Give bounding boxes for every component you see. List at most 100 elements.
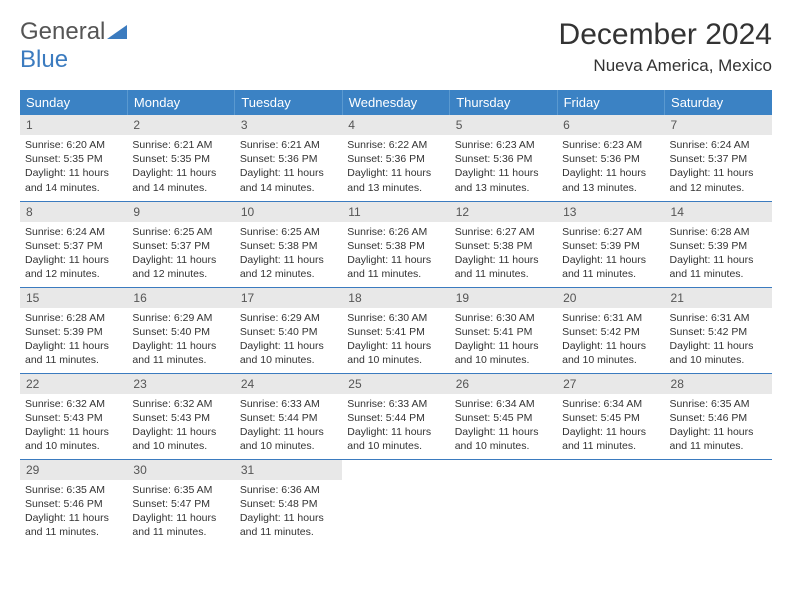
- sunrise-line: Sunrise: 6:29 AM: [240, 311, 337, 325]
- day-number: 13: [557, 202, 664, 222]
- day-body: Sunrise: 6:25 AMSunset: 5:38 PMDaylight:…: [235, 222, 342, 287]
- weekday-header: Thursday: [450, 90, 557, 115]
- day-body: Sunrise: 6:21 AMSunset: 5:35 PMDaylight:…: [127, 135, 234, 200]
- sunrise-line: Sunrise: 6:30 AM: [347, 311, 444, 325]
- sunrise-line: Sunrise: 6:21 AM: [240, 138, 337, 152]
- day-number: 29: [20, 460, 127, 480]
- calendar-day-cell: 6Sunrise: 6:23 AMSunset: 5:36 PMDaylight…: [557, 115, 664, 201]
- day-number: 7: [665, 115, 772, 135]
- calendar-day-cell: 15Sunrise: 6:28 AMSunset: 5:39 PMDayligh…: [20, 287, 127, 373]
- sunrise-line: Sunrise: 6:25 AM: [132, 225, 229, 239]
- daylight-line: Daylight: 11 hours and 11 minutes.: [132, 339, 229, 367]
- daylight-line: Daylight: 11 hours and 13 minutes.: [562, 166, 659, 194]
- calendar-day-cell: 28Sunrise: 6:35 AMSunset: 5:46 PMDayligh…: [665, 373, 772, 459]
- location: Nueva America, Mexico: [559, 56, 772, 76]
- weekday-header: Friday: [557, 90, 664, 115]
- daylight-line: Daylight: 11 hours and 10 minutes.: [132, 425, 229, 453]
- calendar-day-cell: 18Sunrise: 6:30 AMSunset: 5:41 PMDayligh…: [342, 287, 449, 373]
- calendar-day-cell: [557, 459, 664, 545]
- day-number: 26: [450, 374, 557, 394]
- sunset-line: Sunset: 5:41 PM: [455, 325, 552, 339]
- day-body: Sunrise: 6:28 AMSunset: 5:39 PMDaylight:…: [665, 222, 772, 287]
- logo-text-blue: Blue: [20, 46, 68, 73]
- sunset-line: Sunset: 5:40 PM: [132, 325, 229, 339]
- calendar-week-row: 22Sunrise: 6:32 AMSunset: 5:43 PMDayligh…: [20, 373, 772, 459]
- sunrise-line: Sunrise: 6:32 AM: [132, 397, 229, 411]
- calendar-day-cell: 31Sunrise: 6:36 AMSunset: 5:48 PMDayligh…: [235, 459, 342, 545]
- header: General Blue December 2024 Nueva America…: [20, 18, 772, 76]
- sunset-line: Sunset: 5:46 PM: [25, 497, 122, 511]
- day-number: 27: [557, 374, 664, 394]
- day-body: Sunrise: 6:34 AMSunset: 5:45 PMDaylight:…: [557, 394, 664, 459]
- sunrise-line: Sunrise: 6:28 AM: [25, 311, 122, 325]
- daylight-line: Daylight: 11 hours and 11 minutes.: [25, 339, 122, 367]
- sunrise-line: Sunrise: 6:28 AM: [670, 225, 767, 239]
- sunrise-line: Sunrise: 6:36 AM: [240, 483, 337, 497]
- calendar-day-cell: 29Sunrise: 6:35 AMSunset: 5:46 PMDayligh…: [20, 459, 127, 545]
- daylight-line: Daylight: 11 hours and 11 minutes.: [347, 253, 444, 281]
- logo: General Blue: [20, 18, 127, 74]
- daylight-line: Daylight: 11 hours and 11 minutes.: [25, 511, 122, 539]
- sunrise-line: Sunrise: 6:22 AM: [347, 138, 444, 152]
- calendar-day-cell: 13Sunrise: 6:27 AMSunset: 5:39 PMDayligh…: [557, 201, 664, 287]
- weekday-header-row: SundayMondayTuesdayWednesdayThursdayFrid…: [20, 90, 772, 115]
- sunset-line: Sunset: 5:44 PM: [347, 411, 444, 425]
- calendar-day-cell: 20Sunrise: 6:31 AMSunset: 5:42 PMDayligh…: [557, 287, 664, 373]
- daylight-line: Daylight: 11 hours and 10 minutes.: [562, 339, 659, 367]
- calendar-day-cell: 30Sunrise: 6:35 AMSunset: 5:47 PMDayligh…: [127, 459, 234, 545]
- logo-triangle-icon: [107, 23, 127, 39]
- day-body: Sunrise: 6:30 AMSunset: 5:41 PMDaylight:…: [450, 308, 557, 373]
- sunset-line: Sunset: 5:42 PM: [562, 325, 659, 339]
- daylight-line: Daylight: 11 hours and 11 minutes.: [132, 511, 229, 539]
- day-number: 1: [20, 115, 127, 135]
- day-body: Sunrise: 6:31 AMSunset: 5:42 PMDaylight:…: [665, 308, 772, 373]
- calendar-day-cell: 21Sunrise: 6:31 AMSunset: 5:42 PMDayligh…: [665, 287, 772, 373]
- sunset-line: Sunset: 5:42 PM: [670, 325, 767, 339]
- logo-text-general: General: [20, 18, 105, 45]
- day-body: Sunrise: 6:22 AMSunset: 5:36 PMDaylight:…: [342, 135, 449, 200]
- weekday-header: Monday: [127, 90, 234, 115]
- calendar-day-cell: 3Sunrise: 6:21 AMSunset: 5:36 PMDaylight…: [235, 115, 342, 201]
- sunrise-line: Sunrise: 6:29 AM: [132, 311, 229, 325]
- daylight-line: Daylight: 11 hours and 10 minutes.: [455, 339, 552, 367]
- calendar-week-row: 1Sunrise: 6:20 AMSunset: 5:35 PMDaylight…: [20, 115, 772, 201]
- day-body: Sunrise: 6:24 AMSunset: 5:37 PMDaylight:…: [665, 135, 772, 200]
- daylight-line: Daylight: 11 hours and 11 minutes.: [562, 425, 659, 453]
- daylight-line: Daylight: 11 hours and 13 minutes.: [347, 166, 444, 194]
- day-body: Sunrise: 6:35 AMSunset: 5:46 PMDaylight:…: [665, 394, 772, 459]
- sunrise-line: Sunrise: 6:25 AM: [240, 225, 337, 239]
- sunrise-line: Sunrise: 6:31 AM: [670, 311, 767, 325]
- sunset-line: Sunset: 5:36 PM: [455, 152, 552, 166]
- sunset-line: Sunset: 5:37 PM: [132, 239, 229, 253]
- day-number: 21: [665, 288, 772, 308]
- day-number: 18: [342, 288, 449, 308]
- sunset-line: Sunset: 5:38 PM: [455, 239, 552, 253]
- day-number: 12: [450, 202, 557, 222]
- daylight-line: Daylight: 11 hours and 11 minutes.: [455, 253, 552, 281]
- sunset-line: Sunset: 5:36 PM: [240, 152, 337, 166]
- daylight-line: Daylight: 11 hours and 12 minutes.: [25, 253, 122, 281]
- sunrise-line: Sunrise: 6:33 AM: [240, 397, 337, 411]
- calendar-day-cell: 14Sunrise: 6:28 AMSunset: 5:39 PMDayligh…: [665, 201, 772, 287]
- sunrise-line: Sunrise: 6:34 AM: [455, 397, 552, 411]
- day-number: 8: [20, 202, 127, 222]
- day-number: 24: [235, 374, 342, 394]
- day-number: 11: [342, 202, 449, 222]
- weekday-header: Saturday: [665, 90, 772, 115]
- daylight-line: Daylight: 11 hours and 14 minutes.: [132, 166, 229, 194]
- calendar-day-cell: 2Sunrise: 6:21 AMSunset: 5:35 PMDaylight…: [127, 115, 234, 201]
- calendar-day-cell: 27Sunrise: 6:34 AMSunset: 5:45 PMDayligh…: [557, 373, 664, 459]
- daylight-line: Daylight: 11 hours and 12 minutes.: [132, 253, 229, 281]
- day-body: Sunrise: 6:32 AMSunset: 5:43 PMDaylight:…: [127, 394, 234, 459]
- weekday-header: Tuesday: [235, 90, 342, 115]
- calendar-day-cell: 24Sunrise: 6:33 AMSunset: 5:44 PMDayligh…: [235, 373, 342, 459]
- daylight-line: Daylight: 11 hours and 10 minutes.: [25, 425, 122, 453]
- calendar-day-cell: 5Sunrise: 6:23 AMSunset: 5:36 PMDaylight…: [450, 115, 557, 201]
- day-number: 30: [127, 460, 234, 480]
- calendar-body: 1Sunrise: 6:20 AMSunset: 5:35 PMDaylight…: [20, 115, 772, 545]
- day-number: 5: [450, 115, 557, 135]
- sunrise-line: Sunrise: 6:23 AM: [455, 138, 552, 152]
- sunset-line: Sunset: 5:37 PM: [25, 239, 122, 253]
- calendar-week-row: 29Sunrise: 6:35 AMSunset: 5:46 PMDayligh…: [20, 459, 772, 545]
- daylight-line: Daylight: 11 hours and 12 minutes.: [240, 253, 337, 281]
